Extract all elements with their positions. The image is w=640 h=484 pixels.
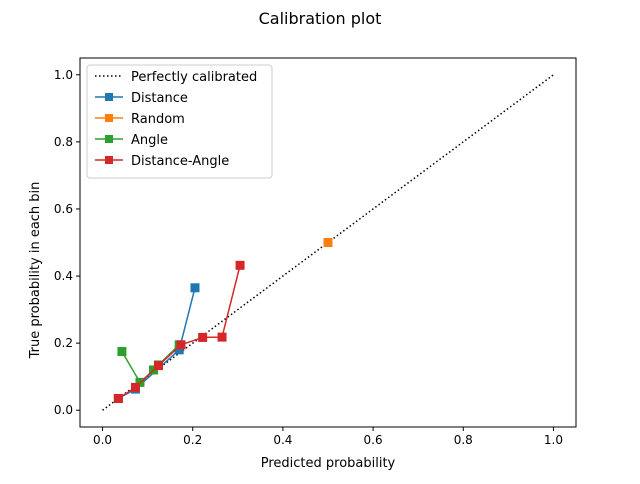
legend-label-angle: Angle	[131, 133, 168, 148]
legend-entry-distance-angle: Distance-Angle	[95, 154, 229, 169]
x-tick-label-1: 0.2	[183, 433, 202, 447]
series-line-angle	[121, 344, 180, 384]
series-random	[323, 238, 333, 247]
y-tick-label-1: 0.2	[54, 336, 73, 350]
y-tick-label-0: 0.0	[54, 403, 73, 417]
data-point-distance-angle-4	[198, 332, 208, 342]
legend-entry-angle: Angle	[95, 133, 168, 148]
data-point-distance-angle-3	[176, 340, 186, 350]
series-distance-angle	[113, 260, 245, 403]
data-point-distance-angle-6	[235, 260, 245, 270]
data-point-random-0	[323, 238, 333, 247]
x-tick-label-2: 0.4	[273, 433, 292, 447]
y-tick-label-4: 0.8	[54, 135, 73, 149]
data-point-distance-angle-1	[130, 382, 140, 392]
data-point-distance-angle-2	[153, 361, 163, 371]
y-tick-label-3: 0.6	[54, 202, 73, 216]
data-point-distance-3	[190, 283, 200, 293]
data-point-angle-0	[117, 347, 127, 357]
plot-area: 0.0 0.2 0.4 0.6 0.8 1.0 0.0 0.2 0.4 0.6 0.8 1.0	[54, 57, 577, 447]
legend-label-random: Random	[131, 112, 185, 127]
x-tick-label-3: 0.6	[364, 433, 383, 447]
x-tick-label-5: 1.0	[544, 433, 563, 447]
y-axis-label: True probability in each bin	[28, 182, 43, 360]
data-point-distance-angle-0	[113, 393, 123, 403]
series-angle	[117, 340, 184, 387]
legend-entry-random: Random	[95, 112, 185, 127]
legend-marker-distance-angle	[105, 156, 113, 164]
legend-label-perfectly-calibrated: Perfectly calibrated	[131, 70, 257, 85]
legend-entry-distance: Distance	[95, 91, 188, 106]
legend-label-distance-angle: Distance-Angle	[131, 154, 229, 169]
axes-frame	[79, 57, 577, 428]
x-tick-label-0: 0.0	[93, 433, 112, 447]
y-tick-label-5: 1.0	[54, 68, 73, 82]
y-tick-label-2: 0.4	[54, 269, 73, 283]
chart-title: Calibration plot	[259, 9, 382, 28]
legend-entry-perfectly-calibrated: Perfectly calibrated	[95, 70, 257, 85]
legend-marker-angle	[105, 135, 113, 143]
legend-label-distance: Distance	[131, 91, 188, 106]
legend-marker-random	[105, 114, 113, 122]
x-tick-label-4: 0.8	[454, 433, 473, 447]
x-axis-label: Predicted probability	[261, 456, 396, 471]
legend-box	[86, 64, 273, 179]
data-point-distance-angle-5	[217, 332, 227, 342]
legend-marker-distance	[105, 93, 113, 101]
legend: Perfectly calibrated Distance Random Angle D…	[86, 64, 273, 179]
